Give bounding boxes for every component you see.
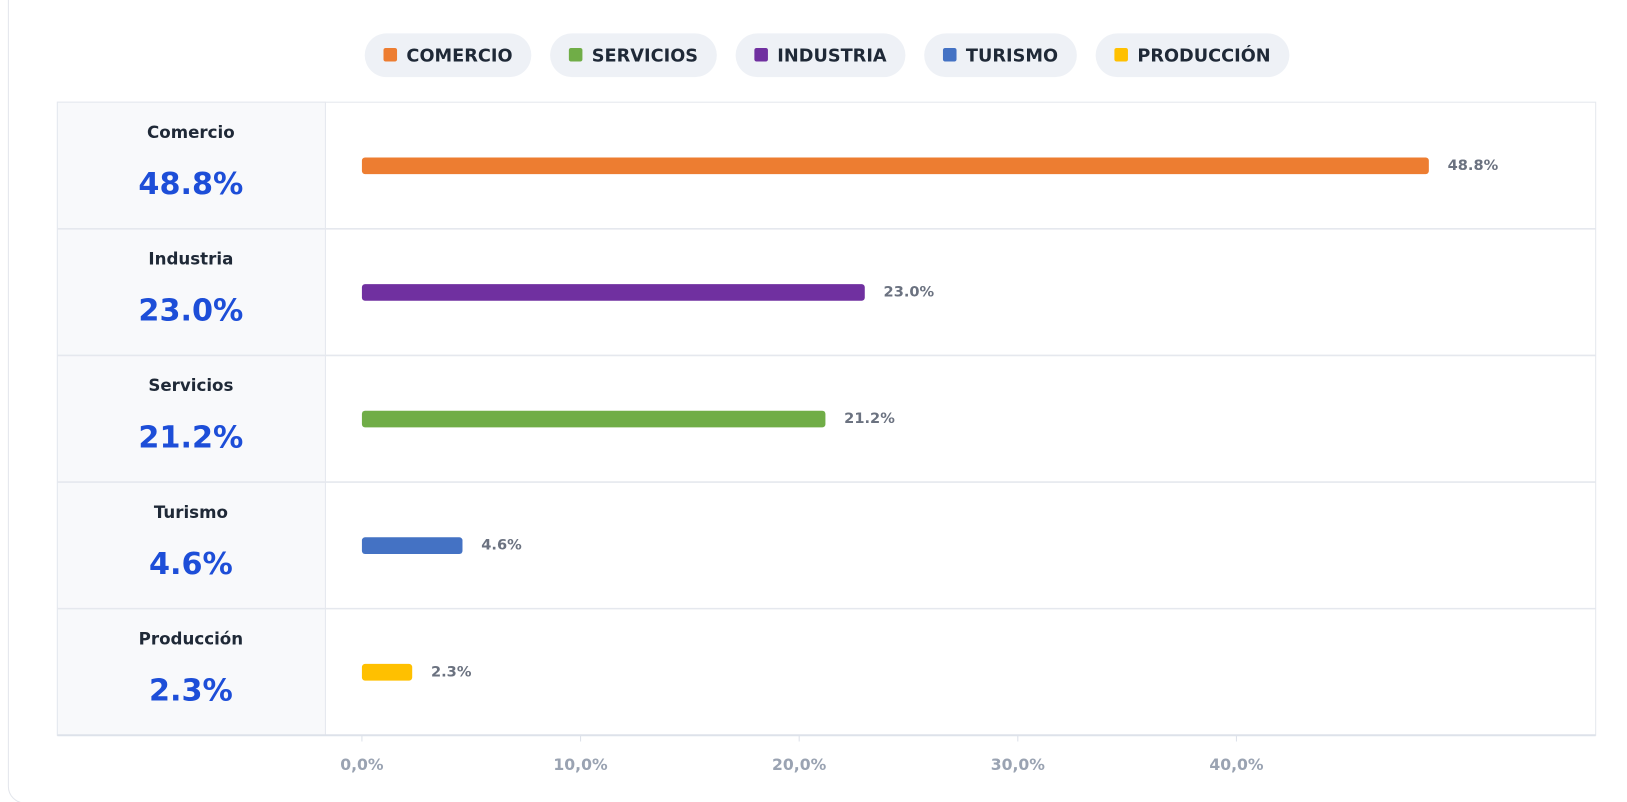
legend-item: PRODUCCIÓN — [1095, 33, 1290, 78]
category-value: 48.8% — [138, 167, 243, 202]
legend-swatch — [754, 47, 768, 62]
legend-label: TURISMO — [966, 46, 1058, 66]
x-tick-label: 10,0% — [553, 755, 608, 774]
bar — [361, 284, 865, 301]
category-value: 4.6% — [149, 547, 233, 582]
legend-swatch — [568, 47, 583, 62]
category-label: Producción — [139, 629, 244, 648]
legend-pill — [550, 33, 717, 78]
x-tick-label: 30,0% — [991, 755, 1046, 774]
label-column — [56, 101, 326, 736]
legend-swatch — [942, 47, 957, 62]
category-label: Servicios — [148, 376, 233, 395]
legend-swatch — [1114, 47, 1128, 62]
category-label: Industria — [148, 250, 233, 269]
category-value: 23.0% — [138, 294, 243, 329]
legend-swatch — [383, 47, 398, 62]
legend-label: INDUSTRIA — [777, 46, 887, 66]
legend-label: COMERCIO — [406, 46, 512, 66]
legend-pill — [735, 33, 906, 78]
legend-pill — [1095, 33, 1290, 78]
legend-pill — [924, 33, 1077, 78]
legend-item: SERVICIOS — [550, 33, 717, 78]
bar-value-label: 48.8% — [1448, 157, 1499, 174]
legend-item: COMERCIO — [364, 33, 532, 78]
bar-value-label: 4.6% — [481, 537, 522, 554]
category-label: Turismo — [154, 503, 228, 522]
bar — [361, 157, 1429, 175]
category-label: Comercio — [147, 123, 235, 142]
category-value: 2.3% — [149, 674, 233, 709]
legend-item: TURISMO — [924, 33, 1077, 78]
x-tick-label: 20,0% — [772, 755, 827, 774]
bar-value-label: 2.3% — [431, 663, 472, 680]
x-tick-label: 0,0% — [340, 755, 384, 774]
legend-item: INDUSTRIA — [735, 33, 906, 78]
bar — [361, 410, 826, 428]
bar-value-label: 21.2% — [844, 410, 895, 427]
legend-label: PRODUCCIÓN — [1137, 44, 1270, 66]
legend-pill — [364, 33, 532, 78]
category-value: 21.2% — [138, 420, 243, 455]
x-tick-label: 40,0% — [1209, 755, 1264, 774]
legend-label: SERVICIOS — [592, 46, 698, 66]
bar — [361, 537, 463, 554]
bar-value-label: 23.0% — [884, 283, 935, 300]
bar — [361, 663, 413, 681]
